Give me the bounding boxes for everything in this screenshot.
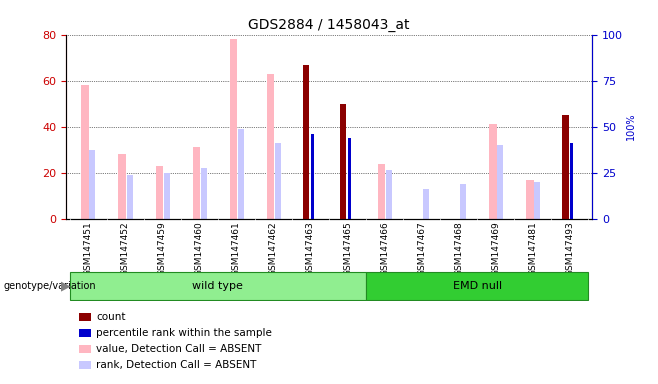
Text: GSM147461: GSM147461 bbox=[232, 222, 241, 276]
Bar bbox=[497, 145, 503, 219]
Text: GSM147468: GSM147468 bbox=[454, 222, 463, 276]
Bar bbox=[386, 170, 392, 219]
Text: ▶: ▶ bbox=[61, 280, 70, 293]
Text: GSM147466: GSM147466 bbox=[380, 222, 389, 276]
Bar bbox=[79, 345, 91, 353]
Bar bbox=[82, 85, 89, 219]
Text: GSM147469: GSM147469 bbox=[492, 222, 500, 276]
Bar bbox=[230, 39, 237, 219]
Text: GSM147451: GSM147451 bbox=[84, 222, 93, 276]
Text: GSM147462: GSM147462 bbox=[269, 222, 278, 276]
Bar bbox=[89, 150, 95, 219]
Bar bbox=[79, 313, 91, 321]
Bar bbox=[526, 180, 534, 219]
Bar bbox=[70, 272, 366, 300]
Text: GSM147452: GSM147452 bbox=[120, 222, 130, 276]
Bar bbox=[347, 138, 351, 219]
Bar bbox=[562, 115, 569, 219]
Bar bbox=[311, 134, 314, 219]
Bar bbox=[303, 65, 309, 219]
Bar bbox=[79, 361, 91, 369]
Title: GDS2884 / 1458043_at: GDS2884 / 1458043_at bbox=[248, 18, 410, 32]
Bar bbox=[238, 129, 243, 219]
Bar bbox=[275, 143, 281, 219]
Bar bbox=[489, 124, 497, 219]
Bar bbox=[118, 154, 126, 219]
Text: GSM147459: GSM147459 bbox=[158, 222, 166, 276]
Bar bbox=[201, 168, 207, 219]
Bar bbox=[126, 175, 132, 219]
Bar bbox=[155, 166, 163, 219]
Text: GSM147481: GSM147481 bbox=[528, 222, 538, 276]
Text: GSM147463: GSM147463 bbox=[306, 222, 315, 276]
Text: value, Detection Call = ABSENT: value, Detection Call = ABSENT bbox=[96, 344, 261, 354]
Text: GSM147460: GSM147460 bbox=[195, 222, 204, 276]
Text: GSM147465: GSM147465 bbox=[343, 222, 352, 276]
Bar bbox=[534, 182, 540, 219]
Bar bbox=[164, 173, 170, 219]
Bar bbox=[79, 329, 91, 337]
Bar bbox=[266, 74, 274, 219]
Text: count: count bbox=[96, 312, 126, 322]
Bar bbox=[366, 272, 588, 300]
Text: genotype/variation: genotype/variation bbox=[3, 281, 96, 291]
Text: EMD null: EMD null bbox=[453, 281, 502, 291]
Bar bbox=[570, 143, 574, 219]
Text: wild type: wild type bbox=[192, 281, 243, 291]
Y-axis label: 100%: 100% bbox=[626, 113, 636, 141]
Bar bbox=[340, 104, 346, 219]
Bar bbox=[378, 164, 386, 219]
Text: GSM147493: GSM147493 bbox=[565, 222, 574, 276]
Text: percentile rank within the sample: percentile rank within the sample bbox=[96, 328, 272, 338]
Bar bbox=[193, 147, 200, 219]
Text: rank, Detection Call = ABSENT: rank, Detection Call = ABSENT bbox=[96, 360, 257, 370]
Bar bbox=[423, 189, 429, 219]
Bar bbox=[460, 184, 467, 219]
Text: GSM147467: GSM147467 bbox=[417, 222, 426, 276]
